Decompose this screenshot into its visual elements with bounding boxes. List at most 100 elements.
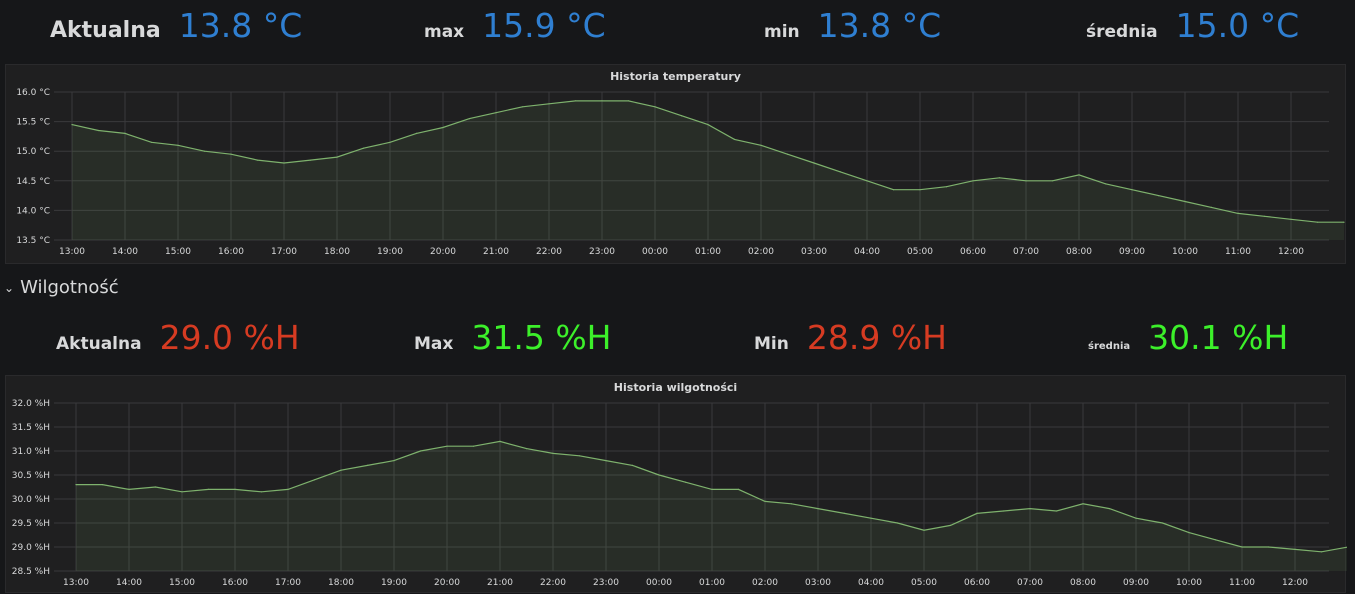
data-point	[283, 162, 285, 164]
x-tick-label: 08:00	[1066, 247, 1092, 257]
data-point	[1055, 510, 1058, 512]
data-point	[446, 445, 448, 447]
data-point	[154, 486, 157, 488]
x-tick-label: 07:00	[1013, 247, 1039, 257]
x-tick-label: 01:00	[695, 247, 721, 257]
data-point	[366, 464, 369, 466]
y-tick-label: 16.0 °C	[16, 88, 50, 98]
y-tick-label: 15.5 °C	[16, 118, 50, 128]
temperature-history-panel[interactable]: Historia temperatury 13.5 °C 14.0 °C 14.5 …	[5, 64, 1346, 264]
data-point	[945, 186, 948, 188]
data-point	[1290, 218, 1292, 220]
temperature-chart-title: Historia temperatury	[610, 70, 741, 83]
hum-avg-stat: średnia 30.1 %H	[1088, 318, 1288, 357]
x-tick-label: 14:00	[116, 578, 142, 588]
humidity-chart-title: Historia wilgotności	[613, 381, 738, 394]
data-point	[1029, 508, 1031, 510]
x-tick-label: 12:00	[1282, 578, 1308, 588]
x-tick-label: 17:00	[271, 247, 297, 257]
data-point	[1210, 206, 1213, 208]
data-point	[737, 488, 740, 490]
y-tick-label: 31.0 %H	[12, 447, 50, 457]
hum-min-label: Min	[754, 334, 789, 354]
data-point	[627, 100, 630, 102]
series-area	[76, 441, 1347, 571]
y-tick-label: 14.0 °C	[16, 206, 50, 216]
x-tick-label: 05:00	[911, 578, 937, 588]
data-point	[309, 159, 312, 161]
temp-avg-value: 15.0 °C	[1175, 6, 1300, 45]
data-point	[548, 103, 550, 105]
y-tick-label: 15.0 °C	[16, 147, 50, 157]
data-point	[574, 100, 577, 102]
data-point	[790, 503, 793, 505]
x-tick-label: 14:00	[112, 247, 138, 257]
data-point	[1131, 189, 1133, 191]
x-tick-label: 11:00	[1229, 578, 1255, 588]
y-tick-label: 28.5 %H	[12, 567, 50, 577]
hum-current-value: 29.0 %H	[159, 318, 300, 357]
data-point	[468, 118, 471, 120]
x-tick-label: 05:00	[907, 247, 933, 257]
hum-min-value: 28.9 %H	[806, 318, 947, 357]
x-tick-label: 15:00	[169, 578, 195, 588]
y-tick-label: 30.5 %H	[12, 471, 50, 481]
x-tick-label: 22:00	[540, 578, 566, 588]
data-point	[1263, 215, 1266, 217]
humidity-history-panel[interactable]: Historia wilgotności 28.5 %H 29.0 %H 29.5 …	[5, 375, 1347, 594]
data-point	[764, 500, 766, 502]
x-tick-label: 09:00	[1123, 578, 1149, 588]
data-point	[711, 488, 713, 490]
x-tick-label: 18:00	[324, 247, 350, 257]
data-point	[552, 452, 554, 454]
data-point	[654, 106, 656, 108]
data-point	[1214, 539, 1217, 541]
data-point	[472, 445, 475, 447]
data-point	[260, 491, 263, 493]
data-point	[177, 144, 179, 146]
data-point	[843, 512, 846, 514]
x-tick-label: 09:00	[1119, 247, 1145, 257]
x-tick-label: 04:00	[854, 247, 880, 257]
data-point	[896, 522, 899, 524]
data-point	[839, 171, 842, 173]
data-point	[389, 141, 391, 143]
humidity-row-header[interactable]: ⌄ Wilgotność	[4, 277, 119, 298]
x-tick-label: 20:00	[430, 247, 456, 257]
x-tick-label: 10:00	[1172, 247, 1198, 257]
temperature-chart[interactable]: 13.5 °C 14.0 °C 14.5 °C 15.0 °C 15.5 °C 16.0 …	[6, 65, 1347, 265]
data-point	[1161, 522, 1164, 524]
x-tick-label: 04:00	[858, 578, 884, 588]
y-tick-label: 29.5 %H	[12, 519, 50, 529]
humidity-chart[interactable]: 28.5 %H 29.0 %H 29.5 %H 30.0 %H 30.5 %H 31.0 …	[6, 376, 1347, 594]
y-tick-label: 31.5 %H	[12, 423, 50, 433]
x-tick-label: 07:00	[1017, 578, 1043, 588]
data-point	[760, 144, 762, 146]
data-point	[495, 112, 497, 114]
data-point	[817, 508, 819, 510]
data-point	[680, 115, 683, 117]
temp-max-value: 15.9 °C	[482, 6, 606, 45]
x-tick-label: 16:00	[218, 247, 244, 257]
x-tick-label: 21:00	[483, 247, 509, 257]
x-tick-label: 22:00	[536, 247, 562, 257]
data-point	[499, 440, 501, 442]
data-point	[150, 141, 153, 143]
data-point	[128, 488, 130, 490]
data-point	[631, 464, 634, 466]
data-point	[1188, 532, 1190, 534]
data-point	[1237, 212, 1239, 214]
hum-max-value: 31.5 %H	[471, 318, 612, 357]
x-tick-label: 18:00	[328, 578, 354, 588]
data-point	[313, 479, 316, 481]
x-tick-label: 23:00	[593, 578, 619, 588]
data-point	[605, 460, 607, 462]
x-tick-label: 16:00	[222, 578, 248, 588]
data-point	[230, 153, 232, 155]
y-tick-label: 13.5 °C	[16, 236, 50, 246]
chevron-down-icon[interactable]: ⌄	[4, 280, 15, 295]
data-point	[1267, 546, 1270, 548]
data-point	[870, 517, 872, 519]
x-tick-label: 08:00	[1070, 578, 1096, 588]
hum-current-label: Aktualna	[56, 334, 142, 354]
